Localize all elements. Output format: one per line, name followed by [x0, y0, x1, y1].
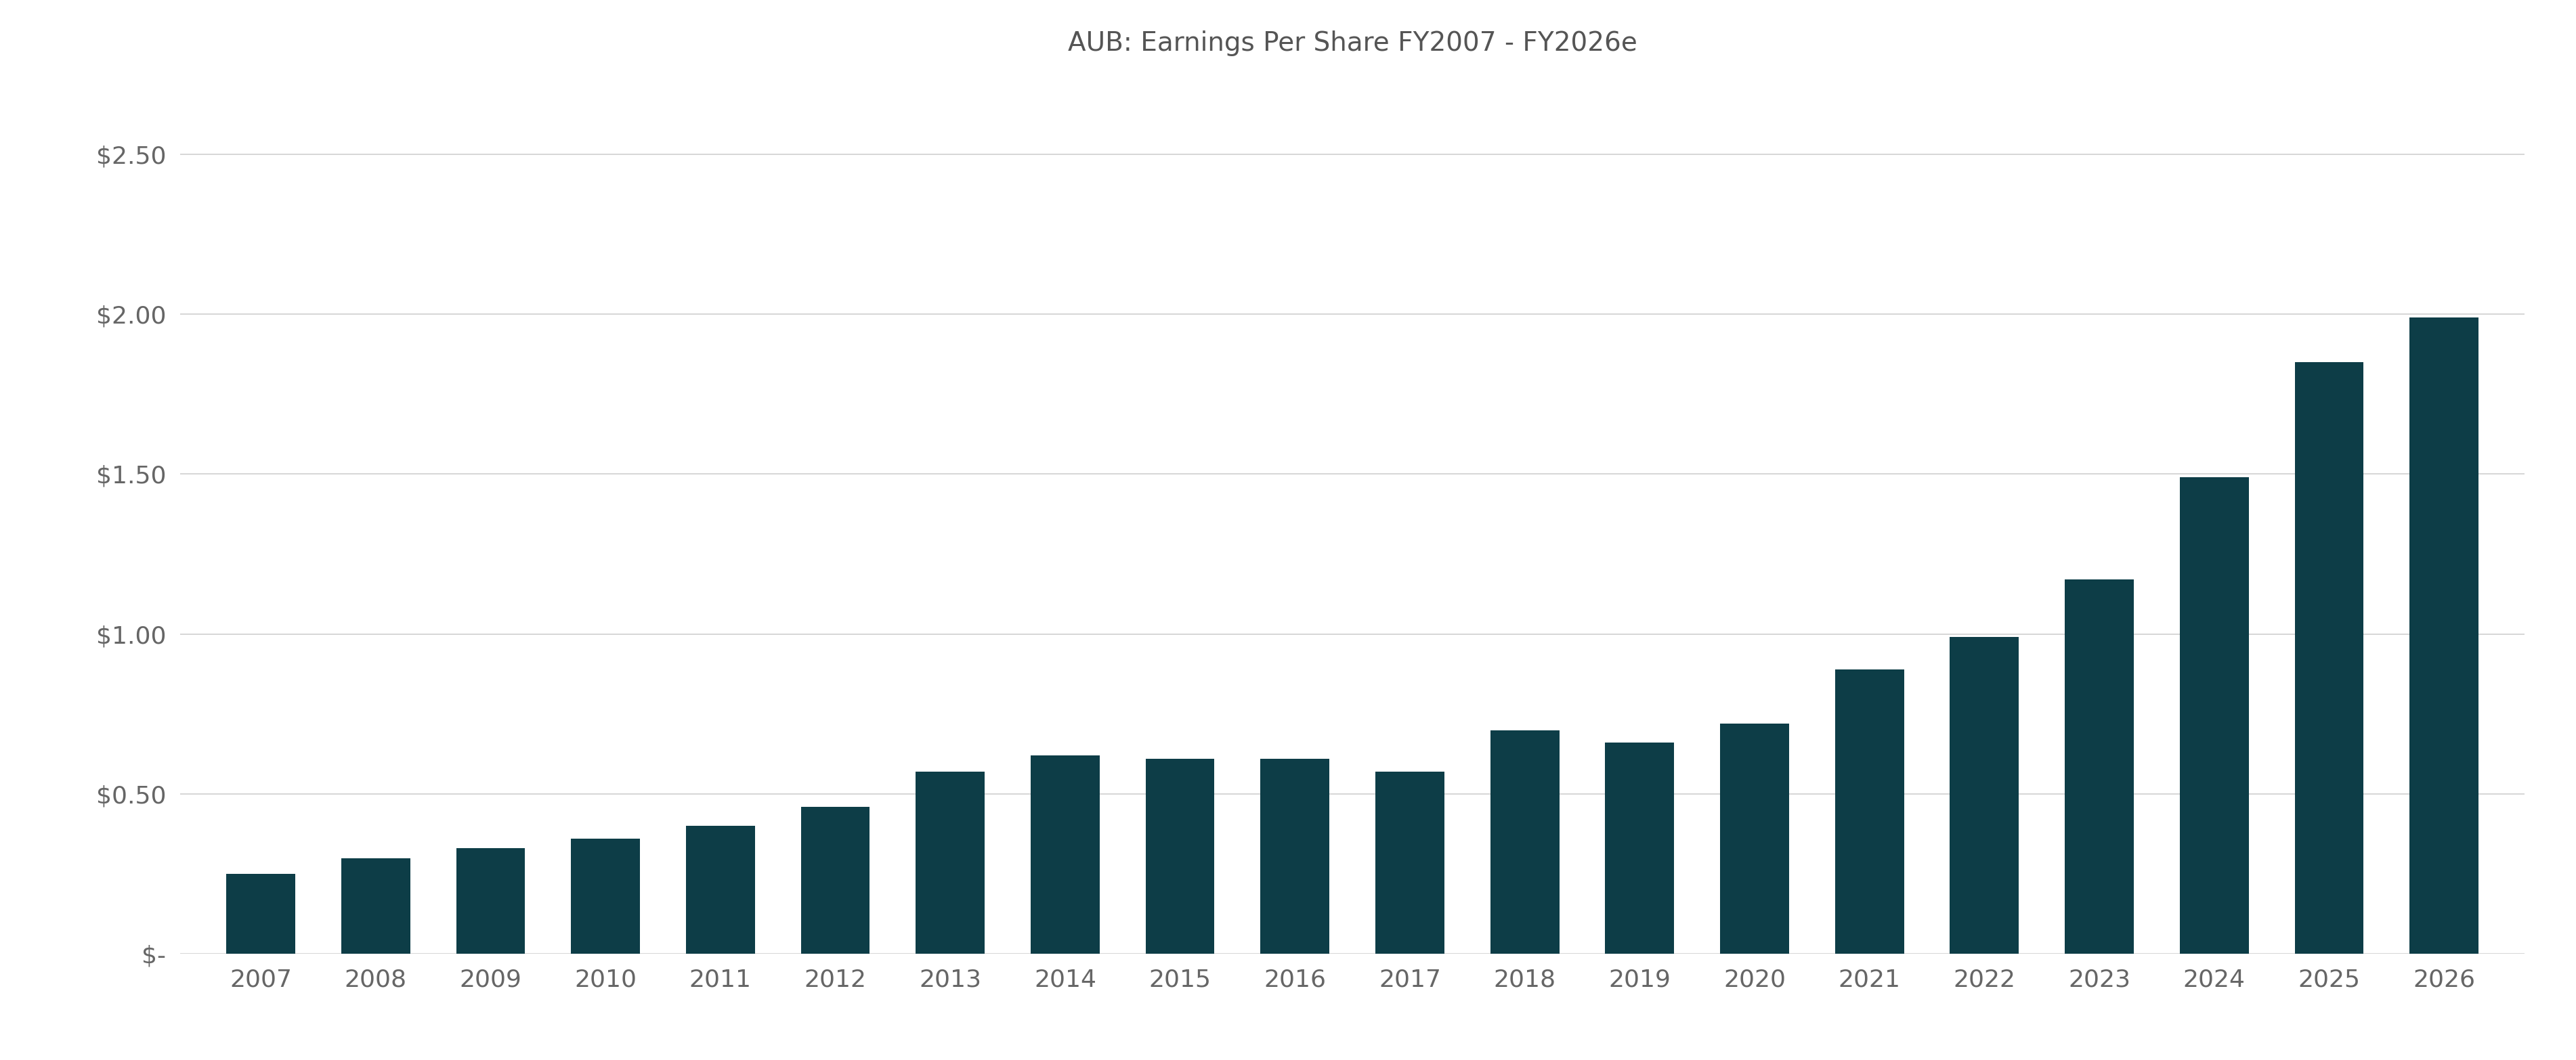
Bar — [1030, 756, 1100, 954]
Bar — [1721, 724, 1790, 954]
Bar — [1260, 759, 1329, 954]
Bar — [2409, 317, 2478, 954]
Bar — [1950, 637, 2020, 954]
Bar — [2295, 363, 2365, 954]
Bar — [2179, 477, 2249, 954]
Bar — [227, 874, 296, 954]
Bar — [685, 826, 755, 954]
Bar — [1146, 759, 1213, 954]
Title: AUB: Earnings Per Share FY2007 - FY2026e: AUB: Earnings Per Share FY2007 - FY2026e — [1066, 31, 1638, 56]
Bar — [456, 848, 526, 954]
Bar — [572, 838, 639, 954]
Bar — [2066, 580, 2133, 954]
Bar — [1834, 669, 1904, 954]
Bar — [914, 772, 984, 954]
Bar — [1605, 743, 1674, 954]
Bar — [1492, 730, 1558, 954]
Bar — [1376, 772, 1445, 954]
Bar — [801, 807, 871, 954]
Bar — [340, 858, 410, 954]
